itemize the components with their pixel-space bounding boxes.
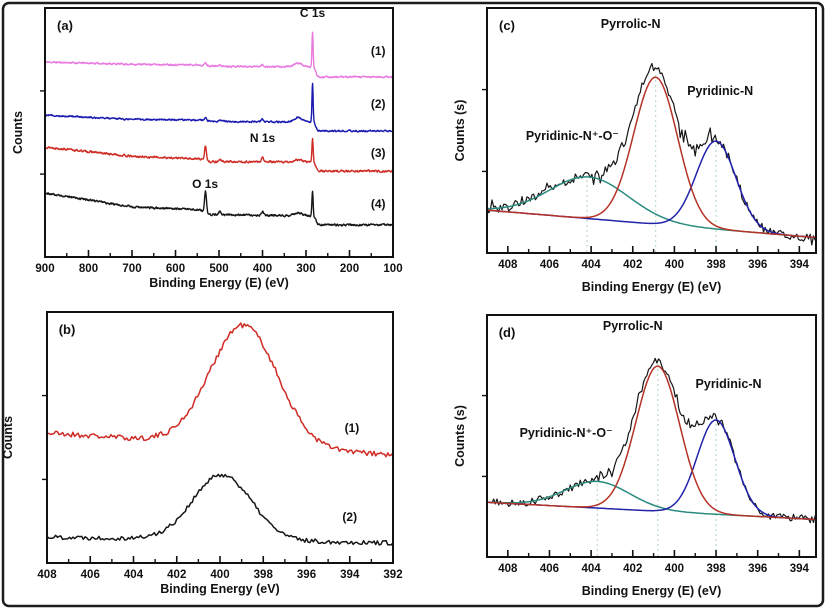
x-tick-label: 402 <box>623 259 642 271</box>
series-a-1-curve <box>44 82 394 133</box>
x-tick-label: 400 <box>665 259 684 271</box>
peak-annotation: Pyridinic-N <box>687 84 753 98</box>
x-tick-label: 404 <box>582 259 602 271</box>
x-tick-label: 404 <box>124 569 144 581</box>
y-axis-title: Counts (s) <box>453 100 467 162</box>
y-axis-title: Counts <box>1 416 15 459</box>
y-axis-title: Counts (s) <box>453 405 467 467</box>
series-b-0-curve <box>46 322 394 458</box>
plot-box <box>486 7 817 254</box>
x-axis-title: Binding Energy (E) (eV) <box>149 276 289 290</box>
x-tick-label: 394 <box>340 569 360 581</box>
series-label: (1) <box>371 44 386 58</box>
x-tick-label: 500 <box>209 263 228 275</box>
x-tick-label: 398 <box>254 569 274 581</box>
x-tick-label: 900 <box>35 263 54 275</box>
x-tick-label: 392 <box>383 569 402 581</box>
x-tick-label: 394 <box>790 259 810 271</box>
panel-letter: (a) <box>57 18 73 33</box>
x-tick-label: 200 <box>340 263 359 275</box>
x-tick-label: 398 <box>706 563 726 575</box>
x-tick-label: 400 <box>665 563 684 575</box>
panel-letter: (b) <box>59 322 76 337</box>
x-tick-label: 600 <box>166 263 185 275</box>
x-tick-label: 400 <box>210 569 229 581</box>
series-c-3-curve <box>486 76 816 239</box>
x-tick-label: 394 <box>790 563 810 575</box>
series-label: (2) <box>371 97 386 111</box>
x-tick-label: 396 <box>297 569 316 581</box>
panel-letter: (c) <box>499 18 515 33</box>
x-tick-label: 406 <box>81 569 100 581</box>
x-tick-label: 400 <box>253 263 272 275</box>
series-b-1-curve <box>46 473 394 546</box>
x-tick-label: 300 <box>296 263 315 275</box>
x-axis-title: Binding Energy (E) (eV) <box>582 584 722 598</box>
peak-annotation: O 1s <box>192 177 218 191</box>
series-label: (4) <box>371 197 386 211</box>
peak-annotation: Pyridinic-N⁺-O⁻ <box>520 426 613 440</box>
x-tick-label: 406 <box>540 259 559 271</box>
peak-annotation: C 1s <box>300 6 326 20</box>
x-tick-label: 398 <box>706 259 726 271</box>
series-a-2-curve <box>44 137 394 173</box>
x-tick-label: 700 <box>122 263 141 275</box>
plot-box <box>486 314 817 558</box>
panel-d: 408 406 404 402 400 398 396 394 Binding Energy (… <box>453 314 817 598</box>
series-a-3-curve <box>44 190 394 227</box>
series-label: (1) <box>345 421 360 435</box>
series-a-0-curve <box>44 31 394 79</box>
x-tick-label: 406 <box>540 563 559 575</box>
x-tick-label: 100 <box>383 263 402 275</box>
x-tick-label: 404 <box>582 563 602 575</box>
x-tick-label: 408 <box>498 259 518 271</box>
x-axis-title: Binding Energy (E) (eV) <box>582 280 722 294</box>
series-d-0-curve <box>486 357 816 524</box>
peak-annotation: Pyrrolic-N <box>601 17 661 31</box>
series-d-3-curve <box>486 365 816 521</box>
peak-annotation: Pyridinic-N⁺-O⁻ <box>526 129 619 143</box>
peak-annotation: N 1s <box>250 131 276 145</box>
panel-b: 408 406 404 402 400 398 396 394 392 Binding Energ… <box>1 311 403 596</box>
peak-annotation: Pyridinic-N <box>696 377 762 391</box>
x-tick-label: 408 <box>37 569 57 581</box>
x-axis-title: Binding Energy (eV) <box>160 582 279 596</box>
peak-annotation: Pyrrolic-N <box>603 319 663 333</box>
panel-c: 408 406 404 402 400 398 396 394 Binding Energy (… <box>453 7 817 294</box>
x-tick-label: 396 <box>748 259 767 271</box>
series-label: (3) <box>371 146 386 160</box>
x-tick-label: 800 <box>79 263 98 275</box>
x-tick-label: 408 <box>498 563 518 575</box>
panel-a: 900 800 700 600 500 400 300 200 100 Binding Energ… <box>11 6 403 290</box>
y-axis-title: Counts <box>11 111 25 154</box>
x-tick-label: 402 <box>167 569 186 581</box>
series-label: (2) <box>342 510 357 524</box>
x-tick-label: 402 <box>623 563 642 575</box>
panel-letter: (d) <box>499 325 516 340</box>
x-tick-label: 396 <box>748 563 767 575</box>
